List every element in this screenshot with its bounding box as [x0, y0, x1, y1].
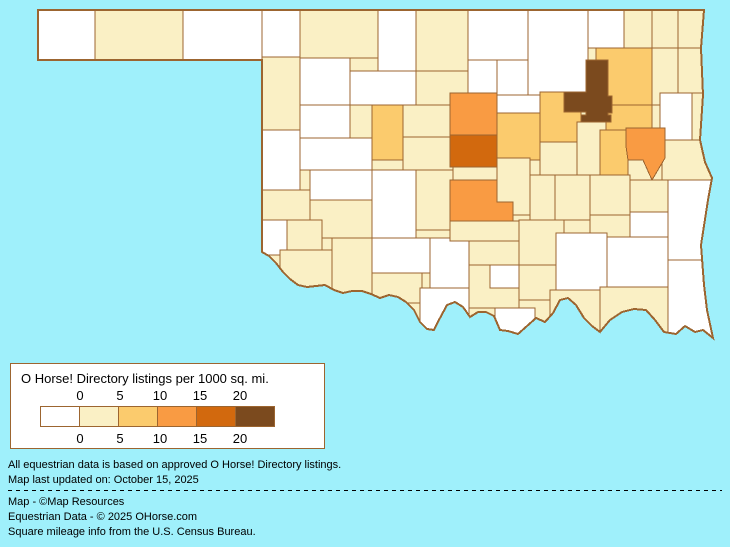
county-ottawa: [677, 10, 705, 49]
county-dewey: [299, 104, 351, 139]
legend-tick-label: 10: [152, 431, 168, 446]
county-seminole: [529, 174, 556, 221]
legend-tick-label: 10: [152, 388, 168, 403]
footer-updated-note: Map last updated on: October 15, 2025: [8, 474, 199, 486]
county-roger-mills: [261, 129, 301, 191]
footer-data-note: All equestrian data is based on approved…: [8, 459, 342, 471]
county-jackson: [279, 249, 333, 301]
legend-tick-label: 0: [76, 431, 84, 446]
county-grant: [415, 10, 469, 72]
county-nowata: [623, 10, 653, 49]
county-murray: [489, 264, 520, 289]
legend-tick-label: 20: [232, 388, 248, 403]
county-mcintosh: [589, 174, 631, 216]
county-pushmataha: [606, 236, 669, 288]
county-kingfisher: [402, 104, 454, 138]
county-cimarron: [38, 10, 96, 61]
county-stephens: [429, 237, 470, 294]
county-logan: [449, 92, 498, 136]
legend-swatch-5: [235, 406, 275, 427]
county-craig: [651, 10, 679, 49]
legend-ticks-bottom: 0 5 10 15 20: [40, 431, 292, 446]
legend-tick-label: 15: [192, 388, 208, 403]
county-wagoner: [605, 104, 653, 131]
county-tulsa: [563, 59, 613, 123]
county-wagoner-south: [599, 129, 629, 181]
oklahoma-county-map: [37, 9, 715, 341]
county-texas: [94, 10, 184, 61]
dashed-separator: [8, 490, 722, 491]
county-payne: [496, 94, 541, 116]
county-ellis: [261, 56, 301, 131]
legend-color-ramp: [40, 406, 275, 427]
county-harmon: [261, 219, 288, 256]
county-hughes: [554, 174, 591, 221]
county-blaine: [371, 104, 404, 161]
county-lincoln: [496, 112, 541, 161]
county-mcclain: [449, 220, 520, 242]
county-okfuskee: [539, 141, 578, 176]
county-pawnee: [496, 59, 529, 96]
county-alfalfa: [377, 10, 417, 72]
legend-swatch-3: [157, 406, 197, 427]
legend-tick-label: 5: [116, 388, 124, 403]
county-comanche: [371, 237, 435, 274]
county-kay: [467, 10, 529, 61]
legend-box: O Horse! Directory listings per 1000 sq.…: [10, 363, 325, 449]
legend-ticks-top: 0 5 10 15 20: [40, 388, 292, 403]
county-washington: [587, 10, 625, 49]
county-beckham: [261, 189, 311, 221]
legend-tick-label: 5: [116, 431, 124, 446]
legend-tick-label: 15: [192, 431, 208, 446]
footer-map-credit: Map - ©Map Resources: [8, 496, 125, 508]
county-major: [349, 70, 417, 106]
county-haskell: [629, 179, 669, 213]
county-grady: [415, 169, 454, 231]
footer-census-credit: Square mileage info from the U.S. Census…: [8, 526, 256, 538]
county-greer: [286, 219, 323, 251]
county-washita: [309, 169, 373, 201]
state-outline: [37, 9, 715, 341]
map-container: [37, 9, 715, 341]
footer-data-credit: Equestrian Data - © 2025 OHorse.com: [8, 511, 198, 523]
legend-swatch-2: [118, 406, 158, 427]
county-woods: [299, 10, 379, 59]
legend-tick-label: 20: [232, 431, 248, 446]
county-garvin: [468, 240, 520, 266]
county-caddo: [371, 169, 417, 239]
county-canadian: [402, 136, 454, 171]
county-muskogee: [625, 127, 666, 182]
legend-tick-label: 0: [76, 388, 84, 403]
county-atoka: [555, 232, 608, 291]
legend-title: O Horse! Directory listings per 1000 sq.…: [21, 371, 269, 386]
county-oklahoma: [449, 134, 498, 168]
county-osage: [527, 10, 589, 106]
county-bryan: [549, 289, 601, 338]
legend-swatch-0: [40, 406, 80, 427]
county-tillman: [331, 237, 373, 301]
county-beaver: [182, 10, 263, 61]
legend-swatch-4: [196, 406, 236, 427]
county-harper: [261, 10, 301, 58]
county-woodward: [299, 57, 351, 106]
legend-swatch-1: [79, 406, 119, 427]
county-custer: [299, 137, 373, 171]
